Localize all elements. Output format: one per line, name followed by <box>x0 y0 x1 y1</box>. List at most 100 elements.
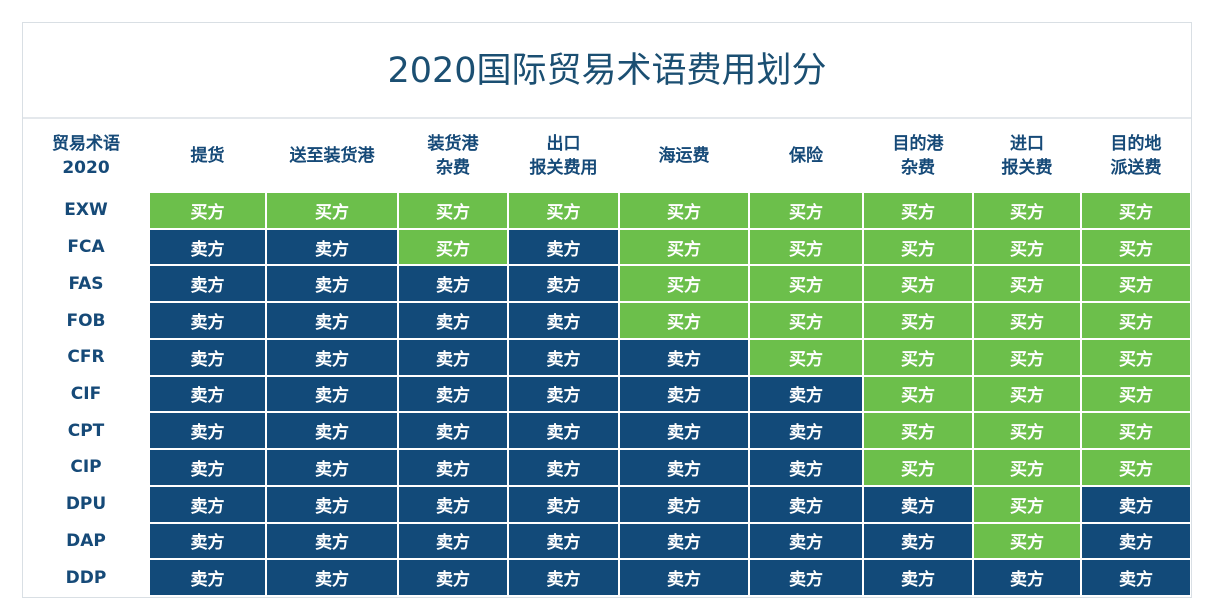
value-cell: 卖方 <box>150 450 265 485</box>
cell-text: 卖方 <box>436 349 470 370</box>
value-cell: 卖方 <box>509 339 618 375</box>
cell-text: 卖方 <box>190 239 225 260</box>
value-cell: 买方 <box>1082 376 1190 412</box>
header-cell: 目的地 派送费 <box>1082 121 1190 191</box>
value-cell: 买方 <box>974 339 1080 375</box>
value-cell: 买方 <box>974 486 1080 522</box>
value-cell: 卖方 <box>267 413 397 449</box>
cell-text: 卖方 <box>1010 570 1044 591</box>
header-cell: 出口 报关费用 <box>509 121 618 191</box>
value-cell: 卖方 <box>750 523 862 559</box>
cell-text: 卖方 <box>667 423 701 444</box>
value-cell: 卖方 <box>1082 486 1190 522</box>
value-cell: 买方 <box>864 413 972 449</box>
value-cell: 卖方 <box>267 486 397 522</box>
value-cell: 卖方 <box>267 339 397 375</box>
value-cell: 买方 <box>620 193 748 228</box>
cell-text: 卖方 <box>190 459 225 480</box>
value-cell: 卖方 <box>267 560 397 595</box>
cell-text: 报关费用 <box>529 158 598 178</box>
cell-text: 买方 <box>1010 349 1044 370</box>
value-cell: 买方 <box>750 229 862 265</box>
value-cell: 买方 <box>267 193 397 228</box>
value-cell: 卖方 <box>1082 560 1190 595</box>
value-cell: 卖方 <box>150 266 265 302</box>
value-cell: 卖方 <box>150 560 265 595</box>
term-cell: DAP <box>24 524 148 559</box>
value-cell: 卖方 <box>267 450 397 485</box>
value-cell: 买方 <box>750 339 862 375</box>
cell-text: 买方 <box>315 202 349 223</box>
term-cell: FCA <box>24 230 148 265</box>
term-cell: CIF <box>24 377 148 412</box>
cell-text: 卖方 <box>667 533 701 554</box>
value-cell: 买方 <box>974 376 1080 412</box>
cell-text: 买方 <box>1010 459 1044 480</box>
cell-text: 卖方 <box>436 496 470 517</box>
cell-text: 卖方 <box>667 459 701 480</box>
cell-text: 买方 <box>1119 349 1153 370</box>
cell-text: 卖方 <box>436 459 470 480</box>
value-cell: 卖方 <box>750 450 862 485</box>
value-cell: 卖方 <box>509 266 618 302</box>
value-cell: 买方 <box>974 413 1080 449</box>
value-cell: 卖方 <box>267 303 397 338</box>
value-cell: 买方 <box>974 229 1080 265</box>
cell-text: 买方 <box>789 202 823 223</box>
cell-text: 进口 <box>1010 134 1044 154</box>
cell-text: DDP <box>65 567 107 588</box>
cell-text: 卖方 <box>789 459 823 480</box>
value-cell: 买方 <box>399 193 507 228</box>
value-cell: 卖方 <box>150 523 265 559</box>
cell-text: 买方 <box>667 313 701 334</box>
cell-text: 卖方 <box>190 496 225 517</box>
cell-text: FAS <box>68 273 104 294</box>
value-cell: 买方 <box>150 193 265 228</box>
value-cell: 卖方 <box>750 413 862 449</box>
cell-text: 目的港 <box>892 134 944 154</box>
value-cell: 卖方 <box>509 523 618 559</box>
cell-text: 卖方 <box>546 423 581 444</box>
value-cell: 卖方 <box>399 486 507 522</box>
cell-text: 送至装货港 <box>289 146 375 166</box>
cell-text: 卖方 <box>315 386 349 407</box>
cell-text: 卖方 <box>546 459 581 480</box>
table-frame: 2020国际贸易术语费用划分 贸易术语 2020 提货 送至装货港 装货港 杂费 出口 报关费… <box>22 22 1192 598</box>
cell-text: 装货港 <box>427 134 479 154</box>
term-cell: CPT <box>24 413 148 448</box>
cell-text: 目的地 <box>1110 134 1162 154</box>
cell-text: 买方 <box>789 276 823 297</box>
value-cell: 买方 <box>620 266 748 302</box>
term-cell: DPU <box>24 487 148 522</box>
value-cell: 卖方 <box>620 560 748 595</box>
cell-text: 卖方 <box>190 276 225 297</box>
cell-text: 卖方 <box>546 496 581 517</box>
cell-text: 卖方 <box>667 570 701 591</box>
value-cell: 买方 <box>864 339 972 375</box>
cell-text: 买方 <box>1010 276 1044 297</box>
value-cell: 卖方 <box>620 413 748 449</box>
term-cell: DDP <box>24 560 148 595</box>
header-cell: 目的港 杂费 <box>864 121 972 191</box>
value-cell: 卖方 <box>150 303 265 338</box>
value-cell: 卖方 <box>150 229 265 265</box>
cell-text: 卖方 <box>901 533 935 554</box>
header-cell: 贸易术语 2020 <box>24 121 148 191</box>
cell-text: 买方 <box>789 349 823 370</box>
value-cell: 买方 <box>864 450 972 485</box>
cell-text: 买方 <box>789 239 823 260</box>
value-cell: 卖方 <box>1082 523 1190 559</box>
cell-text: 买方 <box>1010 239 1044 260</box>
value-cell: 卖方 <box>150 339 265 375</box>
cell-text: 卖方 <box>546 349 581 370</box>
cell-text: 卖方 <box>436 313 470 334</box>
term-cell: CFR <box>24 340 148 375</box>
term-cell: CIP <box>24 450 148 485</box>
cell-text: 卖方 <box>315 349 349 370</box>
value-cell: 卖方 <box>620 376 748 412</box>
cell-text: 买方 <box>190 202 225 223</box>
value-cell: 买方 <box>750 303 862 338</box>
cell-text: 卖方 <box>789 386 823 407</box>
value-cell: 买方 <box>864 266 972 302</box>
cell-text: 保险 <box>789 146 823 166</box>
